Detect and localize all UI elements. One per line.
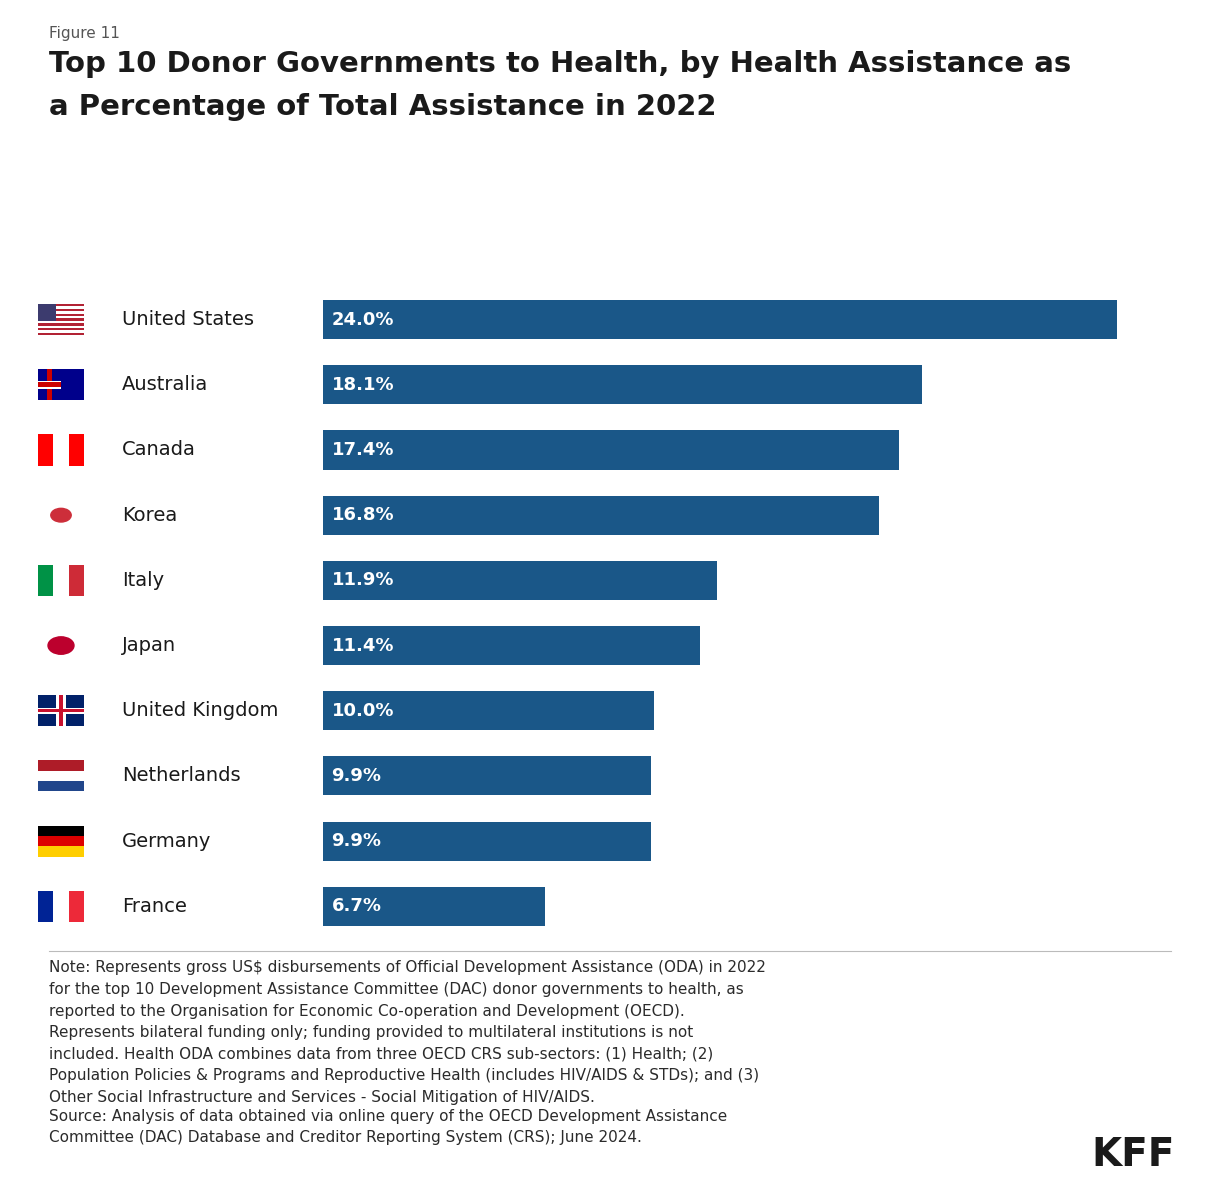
Text: Japan: Japan (122, 636, 176, 655)
Text: 6.7%: 6.7% (332, 897, 382, 915)
Text: a Percentage of Total Assistance in 2022: a Percentage of Total Assistance in 2022 (49, 93, 716, 121)
Text: Australia: Australia (122, 376, 209, 395)
Bar (323, 691, 654, 731)
Text: KFF: KFF (1092, 1136, 1175, 1174)
Text: 17.4%: 17.4% (332, 441, 394, 459)
Text: 9.9%: 9.9% (332, 767, 382, 785)
Text: France: France (122, 897, 187, 916)
Text: Korea: Korea (122, 506, 177, 525)
Bar (323, 822, 650, 861)
Text: United States: United States (122, 310, 254, 329)
Text: 16.8%: 16.8% (332, 506, 394, 524)
Text: Germany: Germany (122, 831, 211, 850)
Text: 11.9%: 11.9% (332, 572, 394, 590)
Text: United Kingdom: United Kingdom (122, 701, 278, 720)
Text: 11.4%: 11.4% (332, 636, 394, 654)
Text: 9.9%: 9.9% (332, 832, 382, 850)
Text: 24.0%: 24.0% (332, 311, 394, 329)
Bar (323, 431, 899, 470)
Bar (323, 365, 922, 404)
Text: Netherlands: Netherlands (122, 767, 240, 786)
Bar (323, 495, 880, 535)
Bar (323, 626, 700, 665)
Text: Top 10 Donor Governments to Health, by Health Assistance as: Top 10 Donor Governments to Health, by H… (49, 50, 1071, 78)
Text: Note: Represents gross US$ disbursements of Official Development Assistance (ODA: Note: Represents gross US$ disbursements… (49, 960, 766, 1105)
Bar (323, 886, 545, 926)
Bar (323, 756, 650, 795)
Text: Source: Analysis of data obtained via online query of the OECD Development Assis: Source: Analysis of data obtained via on… (49, 1109, 727, 1146)
Circle shape (51, 508, 71, 521)
Text: Figure 11: Figure 11 (49, 26, 120, 42)
Bar (323, 300, 1118, 340)
Text: 10.0%: 10.0% (332, 702, 394, 720)
Circle shape (48, 636, 74, 654)
Bar (323, 561, 717, 600)
Text: Canada: Canada (122, 440, 196, 459)
Text: 18.1%: 18.1% (332, 376, 394, 393)
Text: Italy: Italy (122, 570, 165, 590)
